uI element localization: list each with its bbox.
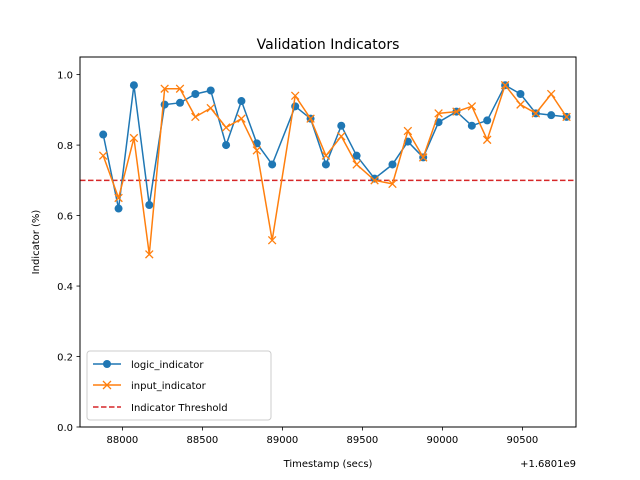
data-point-input-indicator: [321, 151, 331, 160]
x-tick-label: 88500: [186, 435, 218, 446]
y-tick-label: 0.2: [57, 353, 73, 364]
data-point-logic-indicator: [467, 121, 476, 130]
data-point-input-indicator: [129, 133, 139, 143]
data-point-logic-indicator: [176, 98, 184, 107]
data-point-logic-indicator: [352, 151, 361, 160]
x-tick-label: 89500: [346, 435, 378, 446]
data-point-logic-indicator: [337, 121, 346, 130]
legend: logic_indicator input_indicator Indicato…: [86, 350, 272, 421]
data-point-input-indicator: [500, 80, 510, 90]
data-point-input-indicator: [145, 250, 154, 259]
plot-area: [80, 80, 576, 259]
legend-marker-logic-indicator: [103, 360, 111, 368]
x-tick-label: 89000: [266, 435, 298, 446]
data-point-input-indicator: [237, 114, 246, 123]
x-tick-label: 90000: [426, 435, 458, 446]
data-point-input-indicator: [531, 109, 541, 118]
y-axis: 0.0 0.2 0.4 0.6 0.8 1.0: [57, 71, 80, 434]
y-tick-label: 0.6: [57, 212, 73, 223]
data-point-input-indicator: [114, 193, 123, 203]
legend-marker-input-indicator: [102, 380, 112, 390]
data-point-input-indicator: [482, 135, 492, 145]
data-point-logic-indicator: [160, 100, 169, 109]
legend-box: [86, 350, 272, 421]
data-point-input-indicator: [546, 89, 556, 99]
legend-label-logic-indicator: logic_indicator: [131, 360, 204, 371]
data-point-logic-indicator: [129, 81, 138, 90]
data-point-input-indicator: [191, 112, 200, 122]
data-point-logic-indicator: [191, 90, 200, 98]
y-tick-label: 0.8: [57, 141, 73, 152]
data-point-input-indicator: [352, 160, 361, 169]
data-point-input-indicator: [467, 102, 477, 111]
data-point-logic-indicator: [99, 130, 108, 139]
data-point-logic-indicator: [388, 160, 397, 169]
data-point-input-indicator: [388, 179, 397, 189]
legend-label-threshold: Indicator Threshold: [131, 403, 228, 414]
data-point-input-indicator: [418, 153, 428, 162]
data-point-input-indicator: [452, 107, 461, 116]
y-axis-label: Indicator (%): [31, 210, 42, 275]
data-point-input-indicator: [175, 84, 185, 93]
y-tick-label: 0.4: [57, 282, 73, 293]
data-point-logic-indicator: [206, 86, 215, 95]
data-point-input-indicator: [98, 151, 108, 160]
data-point-logic-indicator: [268, 160, 277, 169]
data-point-input-indicator: [267, 235, 277, 245]
data-point-input-indicator: [206, 103, 215, 113]
data-point-logic-indicator: [547, 111, 556, 120]
data-point-input-indicator: [337, 132, 346, 141]
data-point-logic-indicator: [114, 204, 123, 213]
data-point-logic-indicator: [145, 201, 154, 209]
data-point-logic-indicator: [516, 90, 525, 98]
data-point-input-indicator: [403, 126, 413, 136]
x-axis-label: Timestamp (secs): [283, 459, 373, 470]
axes-frame: [79, 56, 577, 428]
chart-title: Validation Indicators: [257, 37, 400, 53]
series-line-input-indicator: [102, 84, 568, 256]
data-point-input-indicator: [221, 123, 231, 132]
data-point-logic-indicator: [222, 141, 231, 150]
data-point-logic-indicator: [237, 97, 246, 106]
x-axis: 88000 88500 89000 89500 90000 90500: [106, 427, 538, 446]
x-offset-label: +1.6801e9: [520, 459, 576, 470]
data-point-input-indicator: [160, 84, 169, 93]
data-point-input-indicator: [252, 146, 262, 155]
data-point-input-indicator: [562, 112, 571, 122]
data-point-input-indicator: [306, 114, 315, 123]
data-point-logic-indicator: [321, 160, 330, 169]
y-tick-label: 1.0: [57, 71, 73, 82]
x-tick-label: 88000: [106, 435, 138, 446]
data-point-input-indicator: [516, 100, 525, 109]
data-point-input-indicator: [290, 91, 300, 101]
data-point-input-indicator: [370, 176, 379, 185]
x-tick-label: 90500: [506, 435, 538, 446]
series-input-indicator: [98, 80, 571, 259]
legend-label-input-indicator: input_indicator: [131, 381, 207, 392]
y-tick-label: 0.0: [57, 423, 73, 434]
data-point-input-indicator: [434, 109, 443, 118]
data-point-logic-indicator: [483, 116, 492, 125]
